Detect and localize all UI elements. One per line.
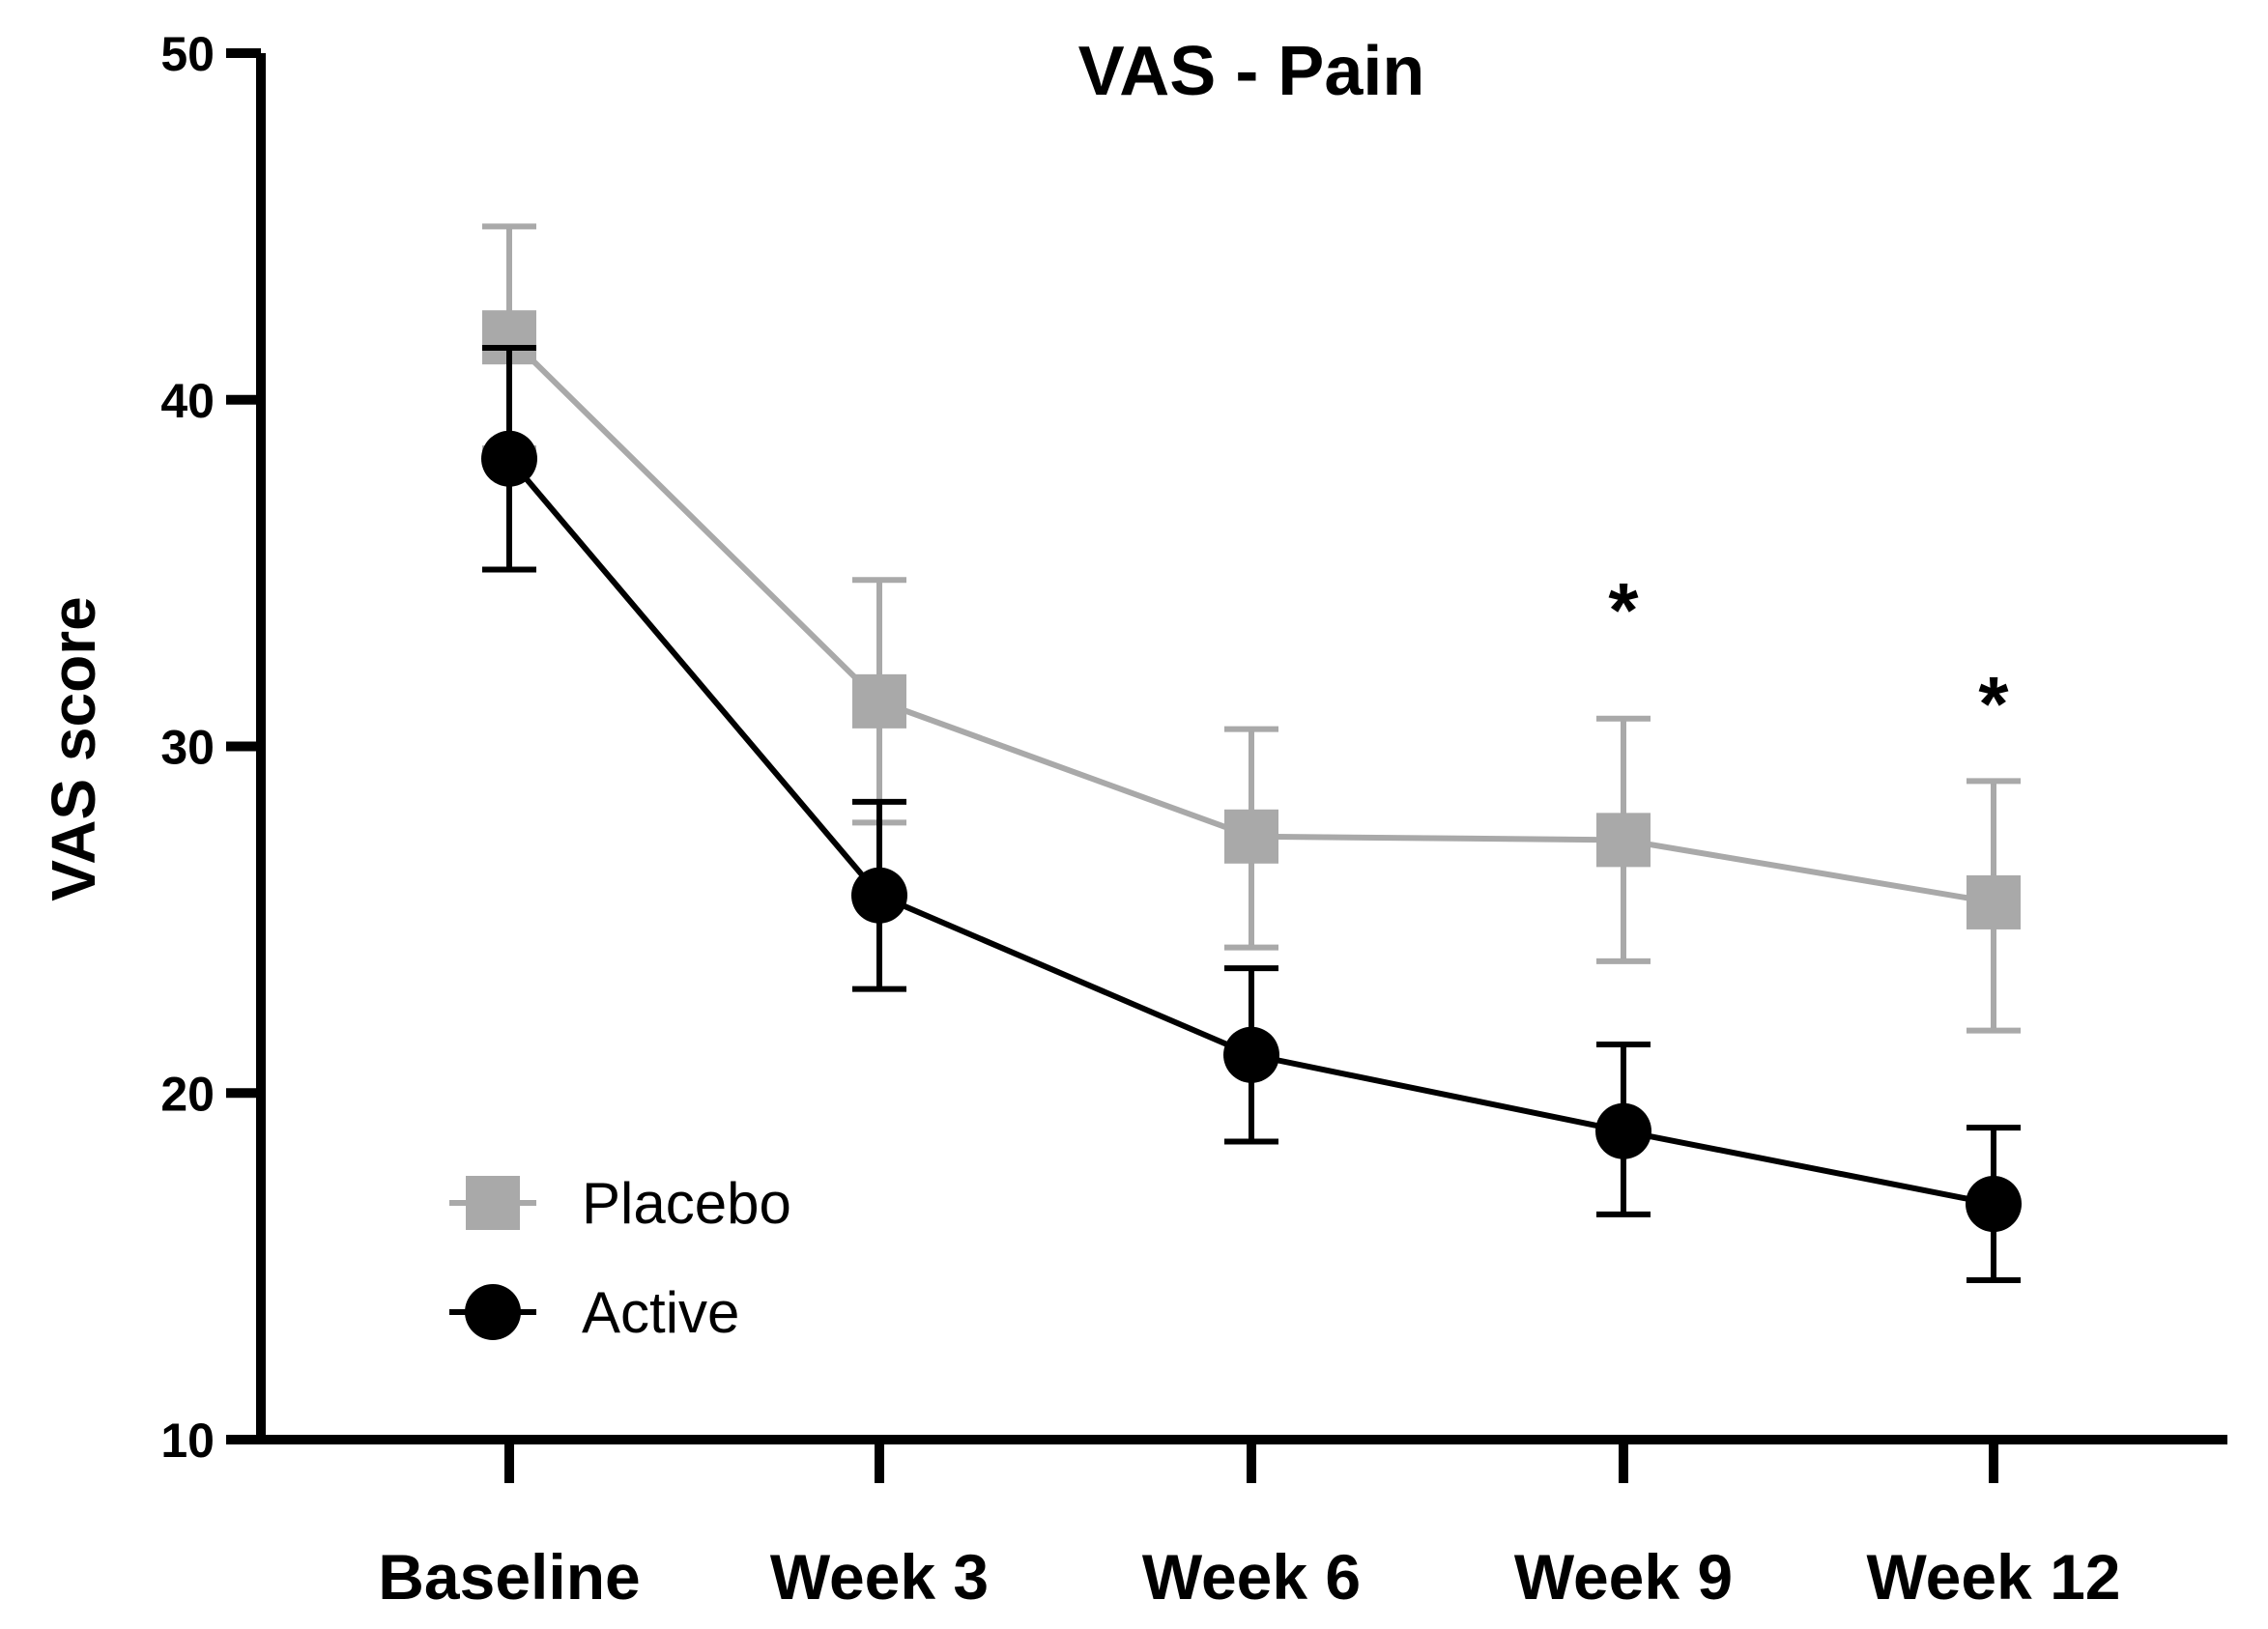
y-tick-label-50: 50 <box>160 27 215 81</box>
y-tick-label-20: 20 <box>160 1067 215 1121</box>
legend-label-placebo: Placebo <box>582 1171 791 1236</box>
series-active <box>481 344 2022 1283</box>
data-point-placebo-3 <box>1596 813 1651 868</box>
x-tick-label-0: Baseline <box>378 1541 640 1613</box>
chart-title: VAS - Pain <box>1078 33 1425 110</box>
significance-marker-1: * <box>1978 661 2009 747</box>
data-point-active-4 <box>1966 1176 2022 1233</box>
data-point-active-2 <box>1223 1026 1279 1083</box>
data-point-placebo-1 <box>852 673 906 729</box>
series-layer <box>481 223 2022 1283</box>
legend-label-active: Active <box>582 1280 739 1345</box>
data-point-placebo-2 <box>1224 809 1278 864</box>
legend-item-active: Active <box>449 1280 739 1345</box>
legend-item-placebo: Placebo <box>449 1171 791 1236</box>
data-point-placebo-4 <box>1967 874 2021 929</box>
x-tick-label-4: Week 12 <box>1867 1541 2121 1613</box>
annotations: ** <box>1608 567 2009 747</box>
significance-marker-0: * <box>1608 567 1639 653</box>
legend-marker-placebo <box>466 1176 520 1230</box>
legend-marker-active <box>465 1284 521 1340</box>
data-point-active-0 <box>481 430 537 487</box>
data-point-active-3 <box>1595 1102 1651 1159</box>
axes: 10 20 30 40 50 Baseline Week 3 Week 6 Week 9 Week… <box>160 27 2227 1613</box>
legend: Placebo Active <box>449 1171 791 1345</box>
y-tick-label-10: 10 <box>160 1414 215 1468</box>
x-tick-label-2: Week 6 <box>1142 1541 1361 1613</box>
data-point-active-1 <box>851 867 907 924</box>
y-tick-label-40: 40 <box>160 374 215 428</box>
x-tick-label-3: Week 9 <box>1514 1541 1733 1613</box>
y-axis-label: VAS score <box>39 596 108 900</box>
x-tick-label-1: Week 3 <box>770 1541 989 1613</box>
y-tick-label-30: 30 <box>160 721 215 775</box>
series-placebo <box>482 223 2021 1034</box>
